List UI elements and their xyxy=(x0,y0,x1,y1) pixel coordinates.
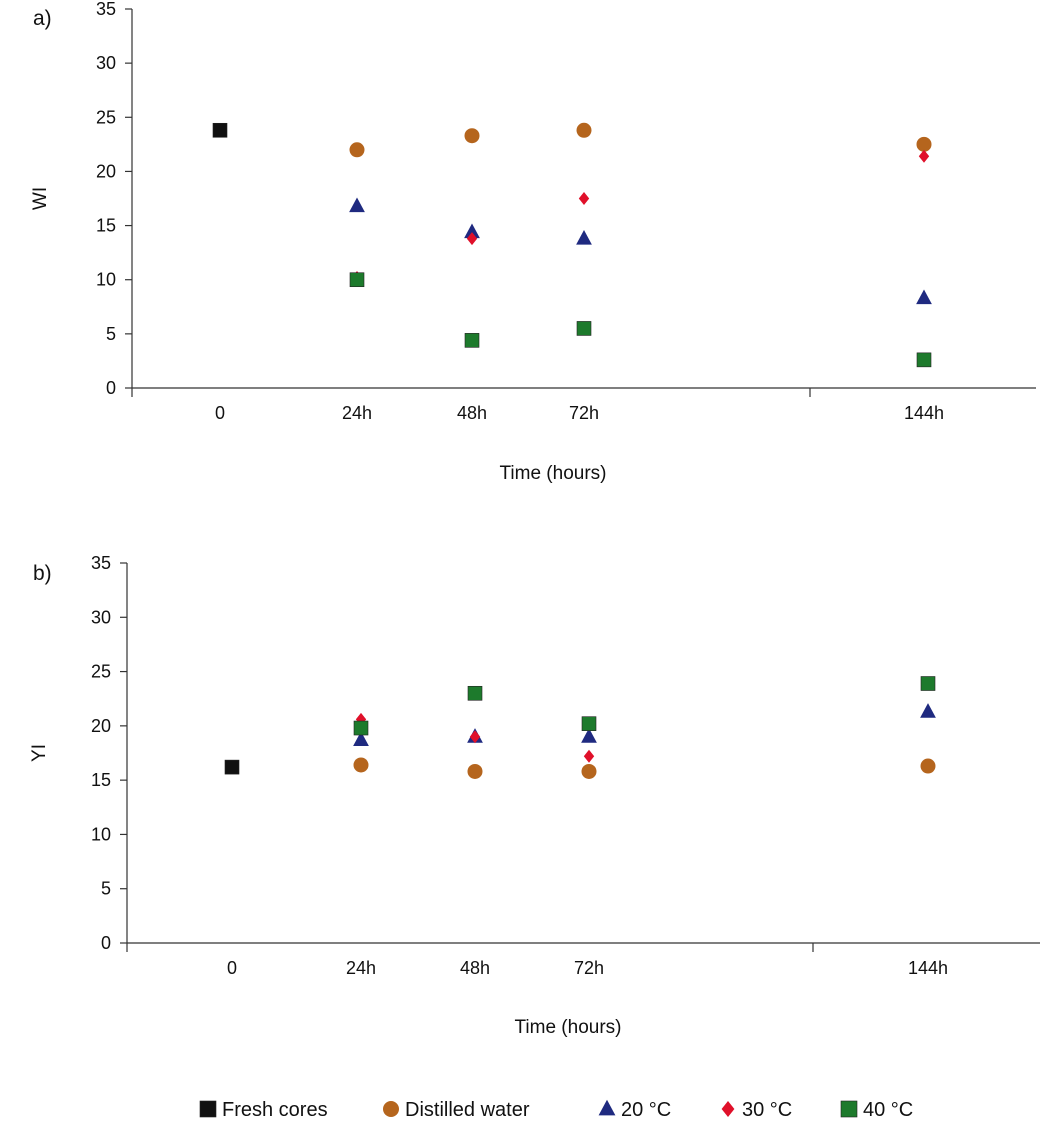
legend-label: 20 °C xyxy=(621,1099,671,1121)
x-tick-label: 0 xyxy=(215,403,225,423)
panel-b-yi-chart: 0 5 10 15 20 25 30 35 0 24h 48h 72h 144h Time (hours)… xyxy=(29,553,1040,1038)
legend-item-40-c: 40 °C xyxy=(840,1099,913,1121)
chart-legend: Fresh cores Distilled water 20 °C 30 °C 40 °… xyxy=(199,1099,913,1121)
data-point xyxy=(578,192,590,205)
legend-marker xyxy=(721,1101,735,1117)
legend-label: Distilled water xyxy=(405,1099,530,1121)
series-40-c xyxy=(349,272,932,368)
legend-marker xyxy=(383,1101,399,1117)
y-tick-label: 15 xyxy=(96,216,116,236)
x-tick-label: 24h xyxy=(346,958,376,978)
data-point xyxy=(212,122,228,138)
data-point xyxy=(349,197,365,213)
x-tick-label: 48h xyxy=(457,403,487,423)
y-tick-label: 10 xyxy=(96,270,116,290)
y-tick-label: 35 xyxy=(96,0,116,19)
legend-label: 30 °C xyxy=(742,1099,792,1121)
y-tick-label: 20 xyxy=(96,161,116,181)
data-point xyxy=(581,716,597,731)
y-tick-label: 0 xyxy=(101,933,111,953)
data-point xyxy=(916,136,932,152)
data-point xyxy=(576,321,592,336)
data-point xyxy=(918,149,930,163)
panel-label: a) xyxy=(33,7,52,30)
data-point xyxy=(349,272,365,288)
data-point xyxy=(576,229,592,245)
data-point xyxy=(916,352,932,368)
y-tick-label: 20 xyxy=(91,716,111,736)
y-tick-label: 10 xyxy=(91,824,111,844)
y-tick-label: 0 xyxy=(106,378,116,398)
panel-a-wi-chart: 0 5 10 15 20 25 30 35 0 24h 48h 72h 144h Time (hours)… xyxy=(30,0,1036,484)
data-point xyxy=(920,703,936,718)
y-tick-label: 15 xyxy=(91,770,111,790)
data-point xyxy=(353,757,369,773)
x-tick-label: 72h xyxy=(569,403,599,423)
data-point xyxy=(224,759,240,775)
series-30-c xyxy=(355,677,934,763)
y-tick-label: 30 xyxy=(91,607,111,627)
data-point xyxy=(464,333,480,348)
data-point xyxy=(464,128,480,144)
series-40-c xyxy=(353,676,936,736)
data-point xyxy=(353,731,369,746)
data-point xyxy=(581,728,597,743)
x-tick-label: 48h xyxy=(460,958,490,978)
y-tick-label: 25 xyxy=(96,107,116,127)
series-20-c xyxy=(353,703,936,746)
legend-item-30-c: 30 °C xyxy=(721,1099,792,1121)
data-point xyxy=(581,763,597,779)
legend-marker xyxy=(199,1100,217,1118)
data-point xyxy=(576,122,592,138)
x-tick-label: 144h xyxy=(908,958,948,978)
x-tick-label: 0 xyxy=(227,958,237,978)
y-axis-title: WI xyxy=(30,187,51,210)
series-fresh-cores xyxy=(224,759,240,775)
y-tick-label: 5 xyxy=(101,879,111,899)
x-axis-title: Time (hours) xyxy=(515,1017,622,1038)
y-tick-label: 30 xyxy=(96,53,116,73)
x-tick-label: 24h xyxy=(342,403,372,423)
panel-label: b) xyxy=(33,562,52,585)
data-point xyxy=(583,749,595,763)
x-tick-label: 144h xyxy=(904,403,944,423)
legend-label: 40 °C xyxy=(863,1099,913,1121)
series-distilled-water xyxy=(349,122,932,158)
legend-item-distilled-water: Distilled water xyxy=(383,1099,530,1121)
series-30-c xyxy=(351,149,930,285)
legend-label: Fresh cores xyxy=(222,1099,328,1121)
data-point xyxy=(920,676,936,691)
legend-marker xyxy=(840,1100,858,1118)
x-tick-label: 72h xyxy=(574,958,604,978)
y-tick-label: 35 xyxy=(91,553,111,573)
data-point xyxy=(916,289,932,305)
legend-marker xyxy=(598,1099,616,1116)
data-point xyxy=(353,720,369,736)
y-tick-label: 5 xyxy=(106,324,116,344)
x-axis-title: Time (hours) xyxy=(500,463,607,484)
data-point xyxy=(467,763,483,779)
y-tick-label: 25 xyxy=(91,662,111,682)
data-point xyxy=(469,730,481,744)
y-axis-title: YI xyxy=(29,744,50,762)
data-point xyxy=(349,142,365,158)
data-point xyxy=(920,758,936,774)
data-point xyxy=(466,232,478,246)
data-point xyxy=(467,685,483,701)
legend-item-20-c: 20 °C xyxy=(598,1099,671,1121)
data-point xyxy=(464,223,480,239)
series-20-c xyxy=(349,197,932,305)
legend-item-fresh-cores: Fresh cores xyxy=(199,1099,328,1121)
series-fresh-cores xyxy=(212,122,228,138)
series-distilled-water xyxy=(353,757,936,779)
